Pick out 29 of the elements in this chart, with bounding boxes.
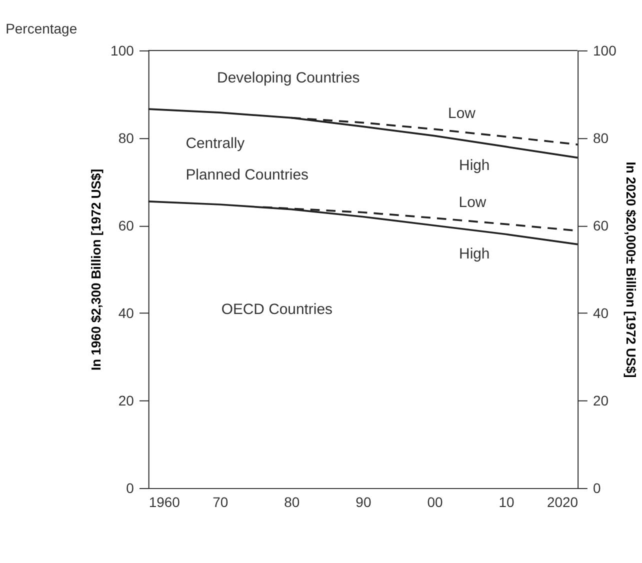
y-tick-label: 0	[126, 480, 134, 496]
x-tick-label: 00	[427, 494, 443, 510]
y2-tick-label: 100	[593, 42, 617, 59]
annotation: Centrally Planned Countries	[186, 134, 308, 184]
y2-axis-title: In 2020 $20,000± Billion [1972 US$]	[624, 162, 639, 378]
annotation: High	[459, 246, 490, 263]
annotation: Low	[448, 105, 476, 122]
x-tick-label: 10	[498, 494, 515, 510]
y-tick-label: 40	[118, 305, 134, 322]
annotation: Developing Countries	[217, 69, 360, 86]
y2-tick-label: 0	[593, 480, 602, 496]
y-axis-title: In 1960 $2,300 Billion [1972 US$]	[88, 168, 104, 371]
y-tick-label: 100	[110, 42, 134, 59]
y-tick-label: 80	[118, 130, 134, 146]
y-tick-label: 60	[118, 218, 134, 234]
annotation: High	[459, 157, 490, 174]
x-tick-label: 2020	[546, 494, 578, 510]
annotation: Low	[458, 194, 486, 212]
y2-tick-label: 40	[593, 305, 609, 322]
y2-tick-label: 20	[593, 392, 609, 409]
y2-tick-label: 60	[593, 218, 609, 234]
annotation: OECD Countries	[221, 301, 332, 318]
x-tick-label: 1960	[148, 494, 180, 510]
x-tick-label: 90	[356, 494, 372, 510]
chart-title: Percentage	[6, 20, 78, 37]
x-tick-label: 70	[212, 494, 228, 510]
y2-tick-label: 80	[593, 130, 609, 146]
y-tick-label: 20	[118, 392, 134, 409]
x-tick-label: 80	[284, 494, 300, 510]
